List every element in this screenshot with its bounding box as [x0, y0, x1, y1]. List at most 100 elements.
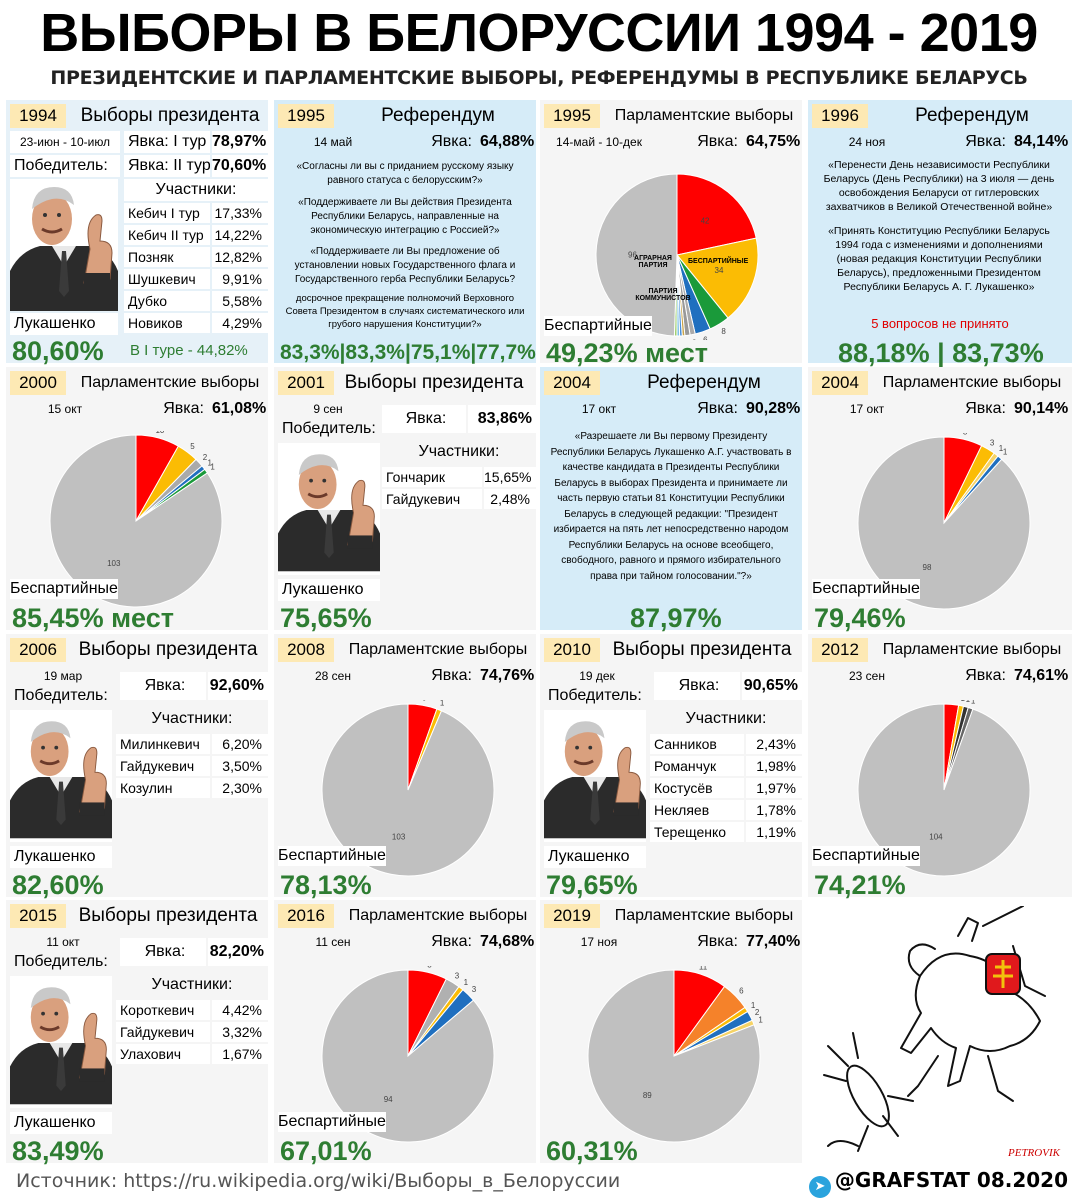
page-title: ВЫБОРЫ В БЕЛОРУССИИ 1994 - 2019 [40, 3, 1038, 63]
pie-slice-value: 1 [210, 463, 215, 472]
panel-2008-parliament: 2008 Парламентские выборы 28 сен Явка: 7… [274, 634, 536, 900]
candidate-name: Короткевич [116, 1000, 210, 1020]
pie-slice-value: 11 [699, 966, 708, 972]
candidate-name: Романчук [650, 756, 744, 776]
seats-result: 78,13% [280, 870, 372, 900]
winner-result: 79,65% [546, 870, 638, 900]
independents-label: Беспартийные [10, 579, 118, 599]
telegram-icon: ➤ [808, 1176, 831, 1198]
candidate-result: 14,22% [212, 225, 268, 245]
turnout-value: 74,68% [480, 933, 535, 950]
pie-slice [587, 969, 761, 1143]
pie-slice-value: 98 [923, 563, 932, 572]
panel-2004-referendum: 2004 Референдум 17 окт Явка: 90,28% «Раз… [540, 367, 802, 633]
panel-title: Парламентские выборы [614, 107, 794, 124]
lukashenko-photo [10, 976, 112, 1108]
seats-result: 60,31% [546, 1136, 638, 1166]
panel-title: Парламентские выборы [882, 641, 1062, 658]
pie-slice-value: 3 [990, 438, 995, 447]
turnout-value: 61,08% [212, 400, 267, 417]
participants-label: Участники: [685, 710, 767, 727]
panel-1995-parliament: 1995 Парламентские выборы 14-май - 10-де… [540, 100, 802, 368]
pie-chart-2016: 8 313 94 [321, 966, 495, 1143]
pie-slice [857, 703, 1031, 877]
turnout-value: 74,61% [1014, 667, 1069, 684]
pie-slice-value: 2 [692, 338, 697, 340]
candidate-result: 12,82% [212, 247, 268, 267]
panel-title: Выборы президента [78, 905, 258, 926]
pie-chart-2012: 3111104 [857, 700, 1031, 877]
candidate-name: Позняк [124, 247, 210, 267]
candidate-result: 6,20% [212, 734, 268, 754]
election-date: 9 сен [313, 402, 343, 416]
turnout-value: 82,20% [208, 938, 268, 966]
panel-2019-parliament: 2019 Парламентские выборы 17 ноя Явка: 7… [540, 900, 802, 1166]
pie-label-independents: БЕСПАРТИЙНЫЕ [688, 258, 749, 265]
panel-1995-referendum: 1995 Референдум 14 май Явка: 64,88% «Сог… [274, 100, 536, 364]
year-badge: 2012 [812, 638, 868, 662]
artist-signature: PETROVIK [1007, 1147, 1061, 1159]
pie-slice-value: 1 [464, 978, 469, 987]
panel-title: Парламентские выборы [882, 374, 1062, 391]
pie-slice [321, 703, 495, 877]
election-date: 28 сен [315, 669, 351, 683]
candidate-name: Костусёв [650, 778, 744, 798]
winner-label: Победитель: [14, 687, 108, 704]
question-3: «Поддерживаете ли Вы предложение об уста… [294, 246, 516, 285]
candidate-result: 2,43% [746, 734, 802, 754]
independents-label: Беспартийные [812, 846, 920, 866]
year-badge: 1994 [10, 104, 66, 128]
pie-slice-value: 3 [950, 700, 955, 701]
candidate-name: Терещенко [650, 822, 744, 842]
pie-slice-value: 3 [455, 972, 460, 981]
panel-1996-referendum: 1996 Референдум 24 ноя Явка: 84,14% «Пер… [808, 100, 1072, 368]
election-date: 11 окт [46, 935, 80, 949]
turnout-label: Явка: [965, 133, 1006, 150]
seats-result: 74,21% [814, 870, 906, 900]
question-2: «Принять Конституцию Республики Беларусь… [828, 225, 1050, 293]
panel-2006-president: 2006 Выборы президента 19 мар Победитель… [6, 634, 268, 900]
turnout-value: 77,40% [746, 933, 801, 950]
pie-slice-value: 8 [963, 433, 968, 436]
panel-2012-parliament: 2012 Парламентские выборы 23 сен Явка: 7… [808, 634, 1072, 900]
candidate-name: Дубко [124, 291, 210, 311]
panel-title: Парламентские выборы [348, 907, 528, 924]
winner-name: Лукашенко [10, 1112, 112, 1134]
winner-name: Лукашенко [278, 579, 380, 601]
pie-slice-value: 8 [427, 966, 432, 969]
turnout-label: Явка: [697, 133, 738, 150]
candidate-result: 1,67% [212, 1044, 268, 1064]
panel-2015-president: 2015 Выборы президента 11 окт Победитель… [6, 900, 268, 1166]
panel-1994-president: 1994 Выборы президента 23-июн - 10-июл Я… [6, 100, 268, 366]
turnout-label: Явка: [697, 400, 738, 417]
grafstat-brand[interactable]: ➤ @GRAFSTAT 08.2020 [808, 1168, 1068, 1198]
pie-slice-value: 103 [107, 559, 121, 568]
election-date: 24 ноя [848, 135, 886, 149]
pie-slice-value: 1 [966, 700, 971, 704]
winner-label: Победитель: [14, 953, 108, 970]
candidate-result: 1,98% [746, 756, 802, 776]
panel-title: Референдум [381, 105, 495, 126]
independents-label: Беспартийные [278, 1112, 386, 1132]
source-link[interactable]: Источник: https://ru.wikipedia.org/wiki/… [16, 1170, 621, 1192]
question-4: досрочное прекращение полномочий Верховн… [285, 293, 525, 330]
pie-slice-value: 96 [628, 250, 637, 259]
question: «Разрешаете ли Вы первому Президенту Рес… [550, 431, 792, 582]
pie-slice-value: 1 [440, 700, 445, 707]
panel-2004-parliament: 2004 Парламентские выборы 17 окт Явка: 9… [808, 367, 1072, 633]
turnout-label: Явка: [965, 667, 1006, 684]
year-badge: 2008 [278, 638, 334, 662]
candidate-result: 2,48% [484, 489, 536, 509]
year-badge: 2010 [544, 638, 600, 662]
pie-slice-value: 89 [643, 1091, 652, 1100]
pie-slice-value: 8 [721, 327, 726, 336]
pie-slice-value: 10 [155, 431, 164, 435]
pie-label-agrarian: АГРАРНАЯ ПАРТИЯ [634, 255, 672, 269]
pie-slice-value: 103 [392, 832, 406, 841]
panel-2000-parliament: 2000 Парламентские выборы 15 окт Явка: 6… [6, 367, 268, 633]
seats-result: 79,46% [814, 603, 906, 633]
winner-name: Лукашенко [544, 846, 646, 868]
pie-chart-2008: 6 1 103 [321, 700, 495, 877]
pie-slice-value: 2 [686, 339, 691, 340]
candidate-name: Козулин [116, 778, 210, 798]
